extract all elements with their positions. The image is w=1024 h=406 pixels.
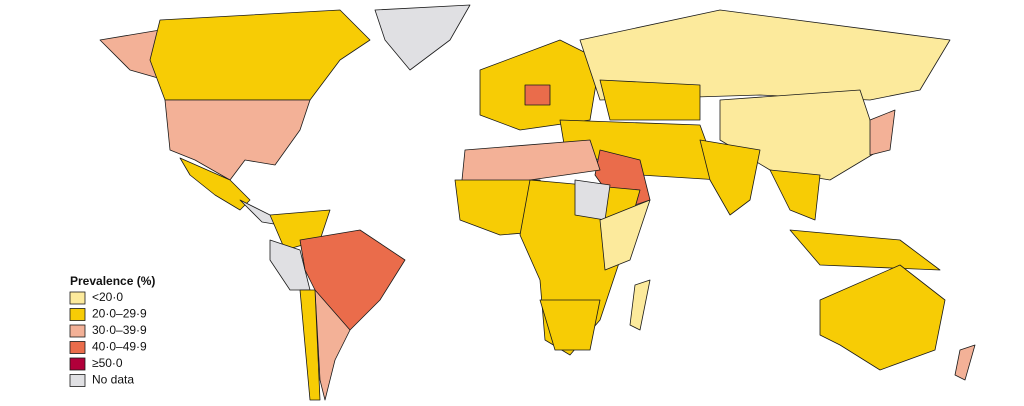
region bbox=[149, 9, 371, 101]
region bbox=[524, 84, 551, 106]
region bbox=[699, 139, 761, 216]
legend-swatch bbox=[69, 291, 86, 305]
legend-label: 30·0–39·9 bbox=[92, 323, 147, 337]
region bbox=[629, 279, 651, 331]
legend-swatch bbox=[69, 374, 86, 387]
region bbox=[164, 99, 311, 181]
region bbox=[954, 344, 976, 381]
region bbox=[314, 289, 351, 401]
region bbox=[374, 4, 471, 71]
legend-label: 20·0–29·9 bbox=[92, 307, 147, 321]
region bbox=[769, 169, 821, 221]
region bbox=[869, 109, 896, 156]
regions bbox=[99, 4, 976, 401]
legend-swatch bbox=[69, 341, 86, 354]
legend-label: ≥50·0 bbox=[92, 356, 123, 370]
legend-label: 40·0–49·9 bbox=[92, 340, 147, 354]
region bbox=[599, 79, 701, 121]
region bbox=[574, 179, 611, 221]
legend-label: No data bbox=[92, 373, 134, 387]
region bbox=[789, 229, 941, 271]
region bbox=[599, 199, 651, 271]
region bbox=[539, 299, 601, 351]
legend-swatch bbox=[69, 357, 86, 371]
legend: Prevalence (%) <20·0 20·0–29·9 30·0–39·9 40… bbox=[69, 274, 155, 387]
region bbox=[179, 157, 251, 211]
legend-swatch bbox=[69, 308, 86, 321]
region bbox=[299, 289, 321, 401]
legend-label: <20·0 bbox=[92, 290, 123, 304]
region bbox=[719, 89, 881, 181]
region bbox=[819, 264, 946, 371]
legend-title: Prevalence (%) bbox=[70, 274, 155, 288]
legend-swatch bbox=[69, 324, 86, 338]
